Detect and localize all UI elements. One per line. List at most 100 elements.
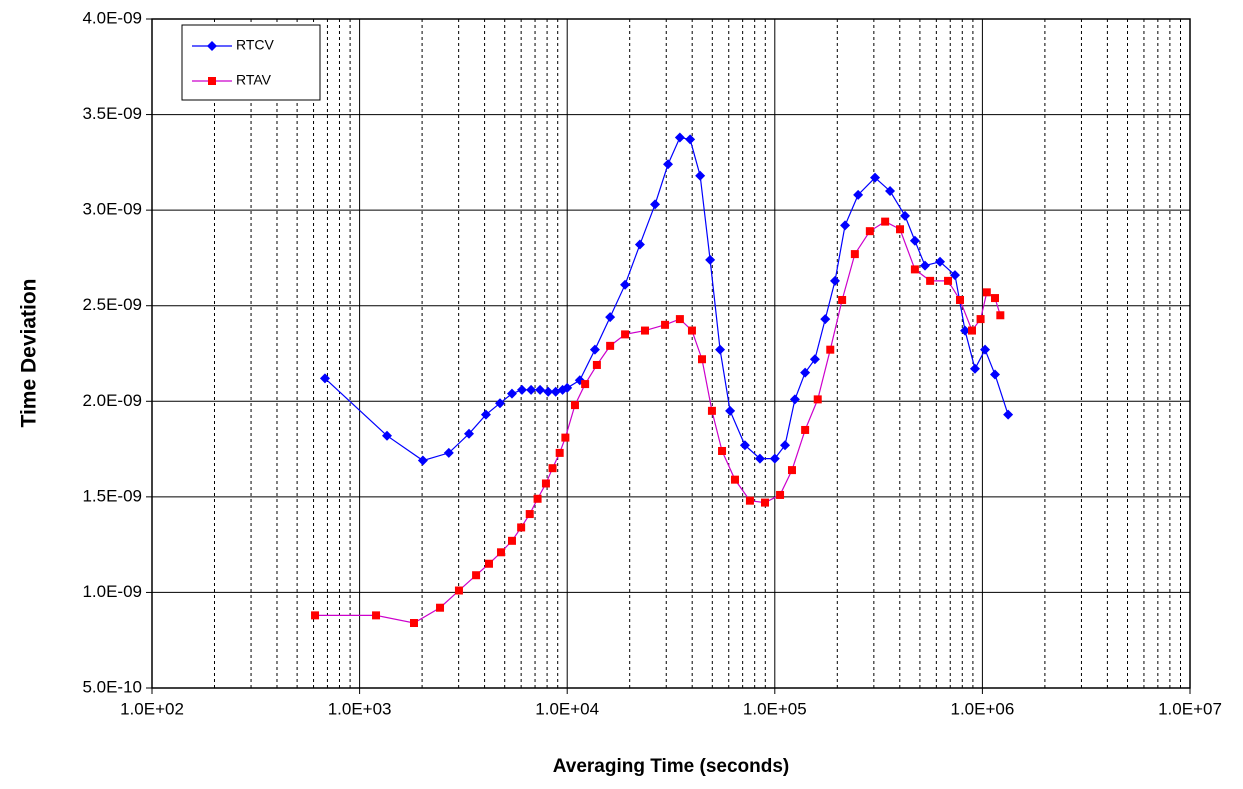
marker [640,326,649,335]
marker [754,453,765,464]
marker [801,425,810,434]
x-tick-label: 1.0E+04 [535,699,599,718]
marker [976,315,985,324]
y-tick-label: 4.0E-09 [82,8,142,27]
marker [990,369,1001,380]
marker [826,345,835,354]
marker [789,394,800,405]
marker [311,611,320,620]
marker [809,354,820,365]
marker [417,455,428,466]
marker [813,395,822,404]
x-axis-label: Averaging Time (seconds) [553,756,790,777]
marker [760,498,769,507]
marker [592,360,601,369]
y-tick-label: 1.0E-09 [82,582,142,601]
marker [687,326,696,335]
legend-label: RTCV [236,37,275,53]
marker [497,548,506,557]
legend-marker [207,41,217,51]
marker [967,326,976,335]
marker [570,401,579,410]
marker [650,199,661,210]
marker [605,312,616,323]
marker [543,386,554,397]
marker [960,325,971,336]
marker [865,227,874,236]
marker [969,363,980,374]
marker [516,384,527,395]
x-tick-label: 1.0E+06 [950,699,1014,718]
marker [533,494,542,503]
x-tick-label: 1.0E+07 [1158,699,1222,718]
marker [484,559,493,568]
x-tick-label: 1.0E+03 [328,699,392,718]
marker [506,388,517,399]
marker [675,315,684,324]
marker [555,448,564,457]
marker [561,433,570,442]
marker [1003,409,1014,420]
legend-label: RTAV [236,72,272,88]
marker [800,367,811,378]
legend-marker [208,77,216,85]
marker [494,398,505,409]
marker [661,320,670,329]
marker [996,311,1005,320]
marker [472,571,481,580]
marker [900,210,911,221]
marker [787,466,796,475]
y-tick-label: 1.5E-09 [82,486,142,505]
marker [535,384,546,395]
y-tick-label: 2.0E-09 [82,391,142,410]
marker [381,430,392,441]
marker [464,428,475,439]
marker [517,523,526,532]
marker [896,225,905,234]
marker [454,586,463,595]
marker [780,440,791,451]
marker [372,611,381,620]
marker [525,510,534,519]
marker [620,279,631,290]
marker [769,453,780,464]
x-tick-label: 1.0E+05 [743,699,807,718]
marker [830,275,841,286]
y-axis-label: Time Deviation [18,279,41,428]
marker [663,159,674,170]
marker [745,496,754,505]
marker [935,256,946,267]
marker [526,384,537,395]
marker [480,409,491,420]
marker [541,479,550,488]
marker [730,475,739,484]
marker [926,276,935,285]
marker [850,250,859,259]
marker [548,464,557,473]
marker [980,344,991,355]
legend-box [181,24,321,101]
marker [840,220,851,231]
marker [581,380,590,389]
marker [685,134,696,145]
marker [820,314,831,325]
marker [634,239,645,250]
marker [853,189,864,200]
marker [319,373,330,384]
marker [776,490,785,499]
marker [589,344,600,355]
series-line [324,136,1009,462]
y-tick-label: 2.5E-09 [82,295,142,314]
series-line [315,220,1001,624]
y-tick-label: 3.5E-09 [82,104,142,123]
marker [436,603,445,612]
marker [955,295,964,304]
marker [695,170,706,181]
marker [707,406,716,415]
marker [870,172,881,183]
y-tick-label: 3.0E-09 [82,200,142,219]
marker [718,446,727,455]
marker [881,217,890,226]
marker [705,254,716,265]
